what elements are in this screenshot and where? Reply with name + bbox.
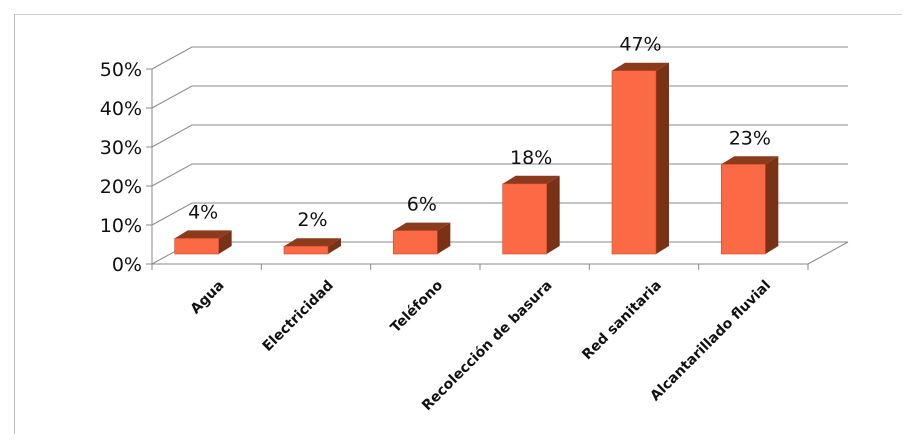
y-tick-label: 10% xyxy=(100,215,142,237)
bar-front xyxy=(502,183,547,255)
bar-top xyxy=(393,222,451,231)
data-label: 4% xyxy=(188,201,218,223)
bar-side xyxy=(656,62,669,255)
chart-frame xyxy=(14,14,902,434)
y-tick-label: 30% xyxy=(100,137,142,159)
bar-front xyxy=(174,238,219,255)
gridline xyxy=(151,46,848,70)
bars xyxy=(174,62,779,255)
data-label: 6% xyxy=(407,194,437,216)
category-label: Electricidad xyxy=(260,278,337,355)
bar-front xyxy=(283,245,329,255)
category-label: Recolección de basura xyxy=(419,278,555,414)
bar-top xyxy=(612,62,669,71)
data-label: 18% xyxy=(510,147,552,169)
bar-top xyxy=(502,175,560,184)
bar xyxy=(283,238,341,255)
bar xyxy=(611,62,669,255)
data-label: 2% xyxy=(297,209,327,231)
bar xyxy=(393,222,451,255)
bar-top xyxy=(284,238,341,247)
bar-side xyxy=(437,222,451,254)
bar-side xyxy=(546,175,560,254)
y-tick-label: 20% xyxy=(100,176,142,198)
category-label: Red sanitaria xyxy=(579,278,665,364)
bar-side xyxy=(218,230,232,254)
gridline xyxy=(151,85,848,109)
category-label: Alcantarillado fluvial xyxy=(647,278,774,405)
y-axis-ticks: 0% 10% 20% 30% 40% 50% xyxy=(100,59,809,276)
data-labels: 4% 2% 6% 18% 47% 23% xyxy=(188,34,771,231)
bar-front xyxy=(611,70,657,255)
y-tick-label: 0% xyxy=(112,254,142,276)
bar xyxy=(174,230,232,255)
category-label: Teléfono xyxy=(388,277,447,336)
bar-front xyxy=(721,164,766,255)
bar-top xyxy=(174,230,232,239)
data-label: 23% xyxy=(729,127,771,149)
y-tick-label: 50% xyxy=(100,59,142,81)
category-label: Agua xyxy=(188,278,228,318)
bar-front xyxy=(393,230,438,255)
bar-side xyxy=(765,156,779,254)
bar-top xyxy=(721,156,779,165)
y-tick-label: 40% xyxy=(100,98,142,120)
data-label: 47% xyxy=(619,34,661,56)
bar xyxy=(721,156,779,255)
bar-side xyxy=(328,238,341,254)
bar xyxy=(502,175,560,255)
floor-right-edge xyxy=(807,241,849,265)
